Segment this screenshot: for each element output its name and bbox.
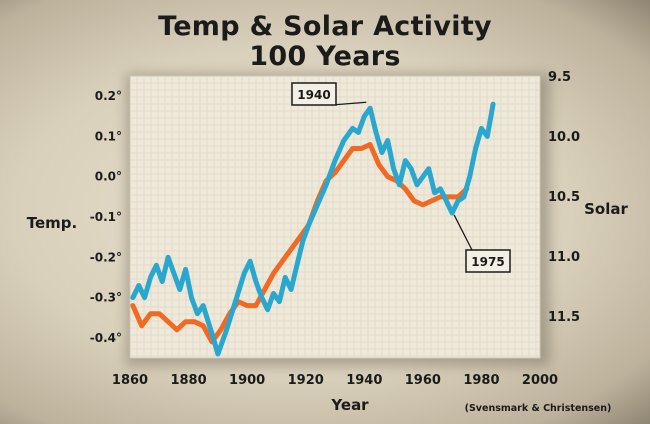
y-tick-label: 0.2° <box>95 89 122 103</box>
x-tick-label: 1900 <box>229 373 265 388</box>
y-tick-label: 0.1° <box>95 129 122 143</box>
y2-tick-label: 10.5 <box>548 190 580 205</box>
series-group <box>130 101 496 357</box>
y-tick-label: -0.1° <box>90 210 122 224</box>
x-tick-label: 2000 <box>522 373 558 388</box>
x-axis-label: Year <box>330 396 369 414</box>
x-tick-label: 1880 <box>170 373 206 388</box>
y-tick-label: -0.2° <box>90 250 122 264</box>
y-tick-label: -0.3° <box>90 291 122 305</box>
y2-axis-ticks: 9.5 10.0 10.5 11.0 11.5 <box>548 70 580 325</box>
chart-subtitle: 100 Years <box>249 41 401 72</box>
chart-title: Temp & Solar Activity <box>158 11 492 42</box>
y2-tick-label: 10.0 <box>548 130 580 145</box>
series-line-2 <box>130 101 496 357</box>
annotation-pointer <box>331 101 367 106</box>
x-tick-label: 1860 <box>112 373 148 388</box>
y2-tick-label: 11.0 <box>548 250 580 265</box>
annotation-box <box>465 249 511 273</box>
annotation-label: 1975 <box>471 255 504 269</box>
annotation-box <box>291 82 337 106</box>
x-axis-ticks: 1860 1880 1900 1920 1940 1960 1980 2000 <box>112 373 558 388</box>
y-axis-ticks: 0.2° 0.1° 0.0° -0.1° -0.2° -0.3° -0.4° <box>90 89 122 345</box>
source-credit: (Svensmark & Christensen) <box>465 403 612 414</box>
y2-tick-label: 11.5 <box>548 310 580 325</box>
y2-tick-label: 9.5 <box>548 70 571 85</box>
y-tick-label: 0.0° <box>95 170 122 184</box>
annotation-pointer <box>453 214 473 251</box>
series-line-1 <box>130 142 470 345</box>
annotations: 1940 1975 <box>291 82 511 273</box>
y2-axis-label: Solar <box>584 200 628 218</box>
annotation-label: 1940 <box>297 88 330 102</box>
y-axis-label: Temp. <box>27 214 77 232</box>
x-tick-label: 1920 <box>288 373 324 388</box>
x-tick-label: 1940 <box>346 373 382 388</box>
y-tick-label: -0.4° <box>90 331 122 345</box>
x-tick-label: 1980 <box>463 373 499 388</box>
x-tick-label: 1960 <box>405 373 441 388</box>
